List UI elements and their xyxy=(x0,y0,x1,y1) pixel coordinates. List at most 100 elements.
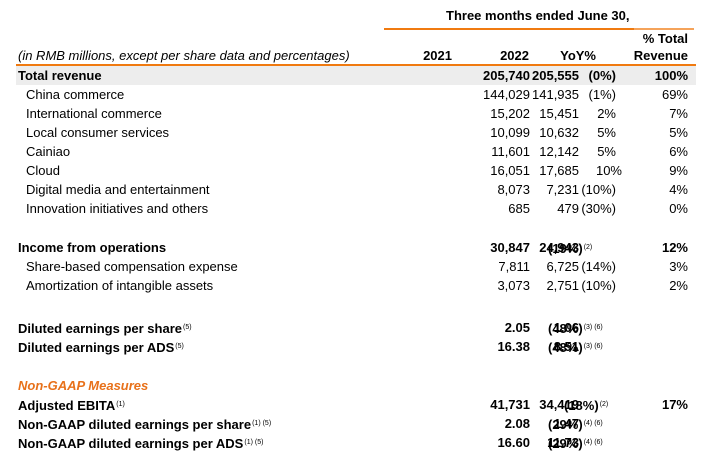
row-label: Digital media and entertainment xyxy=(26,182,210,197)
table-row-digital-media: Digital media and entertainment 8,073 7,… xyxy=(16,180,696,199)
value-yoy: (10%) xyxy=(581,182,616,197)
value-2021: 11,601 xyxy=(491,144,530,159)
value-2021: 144,029 xyxy=(483,87,530,102)
value-2022: 17,685 xyxy=(539,163,579,178)
non-gaap-heading: Non-GAAP Measures xyxy=(16,376,696,395)
table-row-amortization: Amortization of intangible assets 3,073 … xyxy=(16,276,696,295)
value-pct-total: 9% xyxy=(669,163,688,178)
value-yoy: 2% xyxy=(597,106,616,121)
value-pct-total: 4% xyxy=(669,182,688,197)
value-2022: 10,632 xyxy=(539,125,579,140)
value-2022: 15,451 xyxy=(539,106,579,121)
value-2022: 12,142 xyxy=(539,144,579,159)
row-label: Amortization of intangible assets xyxy=(26,278,214,293)
table-row-local-consumer-services: Local consumer services 10,099 10,632 5%… xyxy=(16,123,696,142)
col-yoy-header: YoY% xyxy=(560,48,596,63)
value-pct-total: 7% xyxy=(669,106,688,121)
value-pct-total: 17% xyxy=(661,397,688,412)
value-2021: 41,731 xyxy=(490,397,530,412)
row-label: Local consumer services xyxy=(26,125,170,140)
table-row-total-revenue: Total revenue 205,740 205,555 (0%) 100% xyxy=(16,66,696,85)
value-yoy: 10% xyxy=(595,163,622,178)
value-2022: 8.51 xyxy=(553,339,579,354)
row-label: International commerce xyxy=(26,106,162,121)
period-underline xyxy=(384,28,634,30)
value-yoy: (14%) xyxy=(581,259,616,274)
value-2022: 1.06 xyxy=(553,320,579,335)
table-row-diluted-ads: Diluted earnings per ADS(5) 16.38 8.51 (… xyxy=(16,337,696,356)
value-yoy: (18%)(2) xyxy=(564,398,609,413)
value-2021: 2.05 xyxy=(504,320,530,335)
value-2022: 7,231 xyxy=(546,182,579,197)
value-2021: 16,051 xyxy=(490,163,530,178)
value-2021: 16.38 xyxy=(497,339,530,354)
row-label: Innovation initiatives and others xyxy=(26,201,209,216)
value-yoy: (1%) xyxy=(588,87,616,102)
value-pct-total: 3% xyxy=(669,259,688,274)
units-note: (in RMB millions, except per share data … xyxy=(18,48,350,63)
value-2022: 2,751 xyxy=(546,278,579,293)
row-label: Cainiao xyxy=(26,144,71,159)
value-2022: 141,935 xyxy=(532,87,579,102)
value-2022: 6,725 xyxy=(546,259,579,274)
pct-total-header-line1: % Total xyxy=(642,31,688,46)
value-2021: 10,099 xyxy=(490,125,530,140)
table-row-income-from-operations: Income from operations 30,847 24,943 (19… xyxy=(16,238,696,257)
table-row-non-gaap-eps: Non-GAAP diluted earnings per share(1) (… xyxy=(16,414,696,433)
value-yoy: (29%)(4) (6) xyxy=(548,417,603,432)
value-2021: 205,740 xyxy=(483,68,530,83)
value-2021: 15,202 xyxy=(490,106,530,121)
value-yoy: (48%)(3) (6) xyxy=(548,340,603,355)
value-2021: 685 xyxy=(508,201,530,216)
value-2022: 479 xyxy=(557,201,579,216)
row-label: China commerce xyxy=(26,87,125,102)
table-row-diluted-eps: Diluted earnings per share(5) 2.05 1.06 … xyxy=(16,318,696,337)
table-row-cloud: Cloud 16,051 17,685 10% 9% xyxy=(16,161,696,180)
row-label: Non-GAAP diluted earnings per share(1) (… xyxy=(18,417,272,432)
row-label: Diluted earnings per ADS(5) xyxy=(18,340,184,355)
value-yoy: (0%) xyxy=(588,68,616,83)
table-row-non-gaap-ads: Non-GAAP diluted earnings per ADS(1) (5)… xyxy=(16,433,696,452)
header-underline xyxy=(16,64,696,66)
value-2022: 1.47 xyxy=(553,416,579,431)
value-2021: 30,847 xyxy=(490,240,530,255)
col-2021-header: 2021 xyxy=(423,48,452,63)
table-row-adjusted-ebita: Adjusted EBITA(1) 41,731 34,419 (18%)(2)… xyxy=(16,395,696,414)
value-2022: 205,555 xyxy=(532,68,579,83)
value-2021: 3,073 xyxy=(497,278,530,293)
table-row-innovation: Innovation initiatives and others 685 47… xyxy=(16,199,696,218)
value-2021: 2.08 xyxy=(504,416,530,431)
value-2021: 16.60 xyxy=(497,435,530,450)
value-yoy: 5% xyxy=(597,144,616,159)
row-label: Share-based compensation expense xyxy=(26,259,238,274)
value-pct-total: 2% xyxy=(669,278,688,293)
row-label: Diluted earnings per share(5) xyxy=(18,321,192,336)
value-pct-total: 0% xyxy=(669,201,688,216)
value-2021: 7,811 xyxy=(498,259,530,274)
table-row-international-commerce: International commerce 15,202 15,451 2% … xyxy=(16,104,696,123)
value-yoy: (48%)(3) (6) xyxy=(548,321,603,336)
col-2022-header: 2022 xyxy=(500,48,529,63)
value-yoy: (30%) xyxy=(581,201,616,216)
row-label: Income from operations xyxy=(18,240,167,255)
table-row-cainiao: Cainiao 11,601 12,142 5% 6% xyxy=(16,142,696,161)
value-yoy: 5% xyxy=(597,125,616,140)
value-pct-total: 12% xyxy=(661,240,688,255)
row-label: Adjusted EBITA(1) xyxy=(18,398,125,413)
row-label: Total revenue xyxy=(18,68,102,83)
row-label: Cloud xyxy=(26,163,60,178)
pct-total-underline xyxy=(634,28,694,30)
value-2022: 24,943 xyxy=(539,240,579,255)
value-2021: 8,073 xyxy=(497,182,530,197)
value-yoy: (29%)(4) (6) xyxy=(548,436,603,451)
value-pct-total: 100% xyxy=(654,68,688,83)
value-yoy: (10%) xyxy=(581,278,616,293)
value-pct-total: 69% xyxy=(661,87,688,102)
table-row-share-based-compensation: Share-based compensation expense 7,811 6… xyxy=(16,257,696,276)
section-heading: Non-GAAP Measures xyxy=(18,378,149,393)
value-pct-total: 6% xyxy=(669,144,688,159)
value-2022: 34,419 xyxy=(539,397,579,412)
row-label: Non-GAAP diluted earnings per ADS(1) (5) xyxy=(18,436,264,451)
value-2022: 11.73 xyxy=(547,435,579,450)
table-row-china-commerce: China commerce 144,029 141,935 (1%) 69% xyxy=(16,85,696,104)
